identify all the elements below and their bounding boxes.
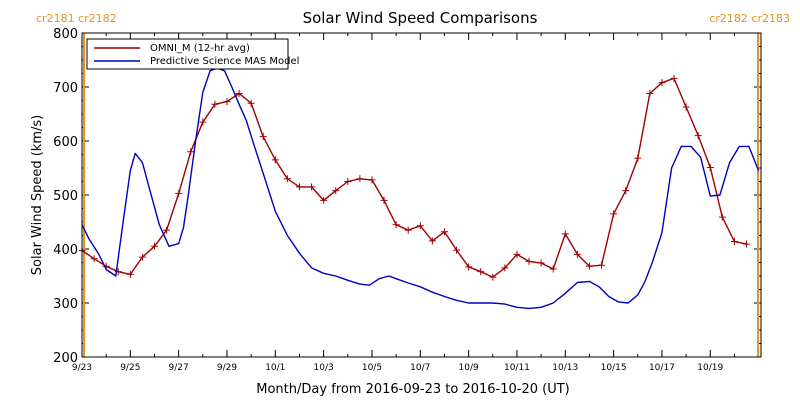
- chart-title: Solar Wind Speed Comparisons: [303, 9, 538, 27]
- series-omni-point: [138, 253, 146, 261]
- series-omni-point: [126, 270, 134, 278]
- x-tick-label: 10/15: [601, 363, 627, 373]
- series-omni-point: [743, 240, 751, 248]
- series-omni-point: [694, 132, 702, 140]
- series-omni-point: [308, 183, 316, 191]
- series-omni-point: [404, 226, 412, 234]
- series-omni-point: [610, 210, 618, 218]
- series-omni-point: [90, 255, 98, 263]
- carrington-label-left: cr2181 cr2182: [36, 12, 117, 25]
- x-tick-label: 9/23: [72, 363, 92, 373]
- x-tick-label: 10/3: [314, 363, 334, 373]
- series-omni-point: [730, 237, 738, 245]
- y-tick-label: 300: [53, 297, 78, 312]
- series-omni-point: [537, 259, 545, 267]
- series-omni-point: [332, 187, 340, 195]
- series-omni-point: [175, 189, 183, 197]
- series-omni-point: [428, 237, 436, 245]
- series-omni-point: [259, 133, 267, 141]
- series-omni-point: [477, 268, 485, 276]
- y-tick-label: 500: [53, 189, 78, 204]
- series-omni-point: [235, 89, 243, 97]
- series-omni-point: [440, 228, 448, 236]
- series-omni-point: [416, 222, 424, 230]
- x-tick-label: 10/7: [410, 363, 430, 373]
- series-omni-point: [392, 221, 400, 229]
- series-omni-point: [247, 99, 255, 107]
- x-tick-label: 9/29: [217, 363, 237, 373]
- series-omni-point: [561, 230, 569, 238]
- y-axis-title: Solar Wind Speed (km/s): [30, 115, 45, 275]
- series-omni-point: [598, 261, 606, 269]
- series-omni-point: [271, 156, 279, 164]
- series-omni-point: [670, 74, 678, 82]
- series-omni-point: [223, 98, 231, 106]
- y-tick-label: 600: [53, 135, 78, 150]
- y-tick-label: 200: [53, 351, 78, 366]
- x-tick-label: 10/19: [697, 363, 723, 373]
- series-omni-point: [658, 79, 666, 87]
- series-omni-point: [718, 213, 726, 221]
- series-omni-point: [163, 226, 171, 234]
- series-omni-point: [211, 100, 219, 108]
- series-omni-point: [283, 175, 291, 183]
- series-omni-point: [489, 273, 497, 281]
- y-axis: 200 300 400 500 600 700 800: [53, 27, 761, 366]
- series-omni-point: [356, 175, 364, 183]
- series-omni-point: [465, 263, 473, 271]
- legend-label-mas: Predictive Science MAS Model: [150, 56, 299, 67]
- series-mas-line: [81, 67, 760, 310]
- series-omni-point: [513, 250, 521, 258]
- x-tick-label: 9/27: [169, 363, 189, 373]
- x-axis-title: Month/Day from 2016-09-23 to 2016-10-20 …: [256, 382, 569, 397]
- x-tick-label: 10/1: [265, 363, 285, 373]
- x-tick-label: 10/11: [504, 363, 530, 373]
- series-omni-point: [573, 250, 581, 258]
- series-omni-point: [380, 196, 388, 204]
- y-tick-label: 400: [53, 243, 78, 258]
- x-tick-label: 10/13: [552, 363, 578, 373]
- y-tick-label: 800: [53, 27, 78, 42]
- x-tick-label: 10/17: [649, 363, 675, 373]
- legend-label-omni: OMNI_M (12-hr avg): [150, 43, 250, 54]
- x-tick-label: 9/25: [120, 363, 140, 373]
- x-axis: 9/23 9/25 9/27 9/29 10/1 10/3 10/5 10/7 10/9 10/1…: [72, 33, 760, 373]
- series-omni-point: [585, 262, 593, 270]
- series-omni-point: [199, 118, 207, 126]
- series-omni-point: [634, 154, 642, 162]
- x-tick-label: 10/5: [362, 363, 382, 373]
- series-omni-point: [622, 187, 630, 195]
- legend: OMNI_M (12-hr avg) Predictive Science MA…: [86, 38, 299, 70]
- plot-frame: [81, 32, 762, 358]
- series-omni-point: [453, 246, 461, 254]
- series-omni-point: [525, 257, 533, 265]
- series-omni-point: [295, 183, 303, 191]
- series-omni-point: [706, 163, 714, 171]
- series-omni-point: [187, 148, 195, 156]
- y-tick-label: 700: [53, 81, 78, 96]
- series-omni-point: [549, 265, 557, 273]
- carrington-label-right: cr2182 cr2183: [709, 12, 790, 25]
- legend-box: [86, 38, 289, 70]
- series-omni-point: [368, 176, 376, 184]
- series-omni-point: [150, 242, 158, 250]
- series-omni-point: [682, 103, 690, 111]
- carrington-lines: [83, 33, 759, 357]
- series-omni-point: [320, 196, 328, 204]
- x-tick-label: 10/9: [459, 363, 479, 373]
- series-omni-line: [81, 77, 747, 278]
- series-omni-point: [344, 178, 352, 185]
- series-omni-point: [646, 89, 654, 97]
- series-omni-point: [501, 264, 509, 272]
- series-layer: [78, 67, 760, 310]
